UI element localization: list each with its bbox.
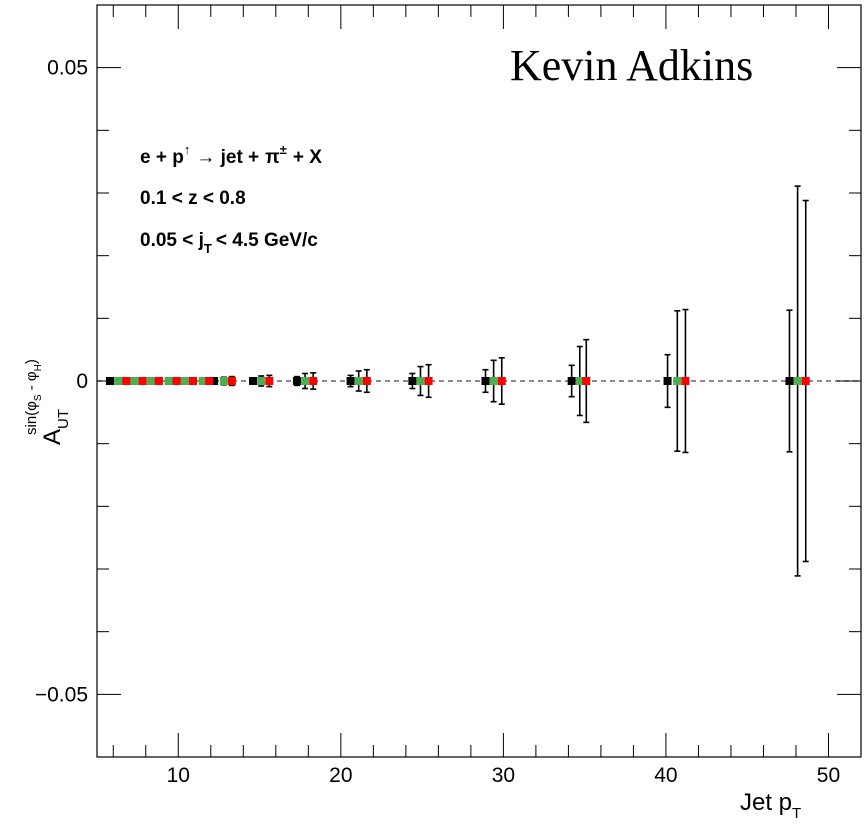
data-point bbox=[497, 377, 506, 385]
x-title-sub: T bbox=[792, 805, 801, 822]
data-point bbox=[219, 377, 228, 385]
y-title-sup-mid: - φ bbox=[23, 371, 40, 394]
annot-jet: → jet + bbox=[196, 147, 259, 168]
data-point bbox=[582, 377, 591, 385]
data-point bbox=[122, 377, 131, 385]
data-point bbox=[663, 377, 672, 385]
y-title-sup-s: S bbox=[33, 394, 44, 401]
x-tick-label: 50 bbox=[817, 764, 840, 787]
data-point bbox=[114, 377, 123, 385]
data-point bbox=[575, 377, 584, 385]
data-point bbox=[424, 377, 433, 385]
annot-pi: π bbox=[265, 147, 280, 168]
y-title-sub: UT bbox=[55, 409, 72, 429]
y-tick-label: 0 bbox=[76, 370, 88, 393]
data-point bbox=[164, 377, 173, 385]
data-point bbox=[205, 377, 214, 385]
y-tick-label: −0.05 bbox=[35, 683, 88, 706]
annot-jt-a: 0.05 < j bbox=[140, 230, 204, 251]
y-title-sup-end: ) bbox=[23, 359, 40, 364]
y-tick-label: 0.05 bbox=[47, 57, 88, 80]
annotation-reaction: e + p↑ → jet + π± + X bbox=[140, 142, 322, 168]
data-point bbox=[801, 377, 810, 385]
annot-jt-b: < 4.5 GeV/c bbox=[216, 230, 318, 251]
annot-jt-sub: T bbox=[204, 241, 212, 256]
data-point bbox=[172, 377, 181, 385]
y-axis-title: AUT sin(φS - φH) bbox=[23, 359, 72, 445]
svg-text:AUT: AUT bbox=[39, 409, 72, 445]
x-tick-label: 20 bbox=[329, 764, 352, 787]
data-point bbox=[309, 377, 318, 385]
tick-labels: 10 20 30 40 50 −0.05 0 0.05 bbox=[35, 57, 840, 787]
svg-text:sin(φS - φH): sin(φS - φH) bbox=[23, 359, 44, 435]
annot-polarization-arrow: ↑ bbox=[184, 142, 191, 157]
data-point bbox=[106, 377, 115, 385]
x-tick-label: 30 bbox=[492, 764, 515, 787]
data-point bbox=[227, 377, 236, 385]
data-point bbox=[354, 377, 363, 385]
x-axis-title: Jet pT bbox=[740, 789, 801, 822]
data-point bbox=[249, 377, 258, 385]
data-point bbox=[292, 377, 301, 385]
watermark-text: Kevin Adkins bbox=[510, 41, 753, 90]
y-title-main: A bbox=[39, 429, 66, 445]
data-point bbox=[154, 377, 163, 385]
y-title-sup-h: H bbox=[33, 364, 44, 371]
data-point bbox=[188, 377, 197, 385]
data-point bbox=[785, 377, 794, 385]
annot-x: + X bbox=[293, 147, 322, 168]
data-point bbox=[198, 377, 207, 385]
x-tick-label: 10 bbox=[167, 764, 190, 787]
data-point bbox=[793, 377, 802, 385]
data-point bbox=[210, 377, 219, 385]
data-point bbox=[416, 377, 425, 385]
data-point bbox=[346, 377, 355, 385]
data-point bbox=[362, 377, 371, 385]
data-point bbox=[481, 377, 490, 385]
data-point bbox=[673, 377, 682, 385]
data-point bbox=[130, 377, 139, 385]
annotation-jt-range: 0.05 < jT < 4.5 GeV/c bbox=[140, 230, 318, 256]
x-tick-label: 40 bbox=[654, 764, 677, 787]
annotation-block: e + p↑ → jet + π± + X 0.1 < z < 0.8 0.05 < … bbox=[140, 142, 322, 256]
y-title-sup: sin(φ bbox=[23, 401, 40, 435]
axis-ticks bbox=[97, 4, 862, 758]
x-title-main: Jet p bbox=[740, 789, 792, 816]
data-point bbox=[138, 377, 147, 385]
data-marks bbox=[106, 185, 810, 577]
data-point bbox=[489, 377, 498, 385]
data-point bbox=[567, 377, 576, 385]
data-point bbox=[257, 377, 266, 385]
annotation-z-range: 0.1 < z < 0.8 bbox=[140, 188, 246, 209]
data-point bbox=[681, 377, 690, 385]
data-point bbox=[408, 377, 417, 385]
data-point bbox=[301, 377, 310, 385]
data-point bbox=[180, 377, 189, 385]
data-point bbox=[146, 377, 155, 385]
data-point bbox=[265, 377, 274, 385]
annot-ep: e + p bbox=[140, 147, 184, 168]
annot-pm: ± bbox=[280, 142, 287, 157]
